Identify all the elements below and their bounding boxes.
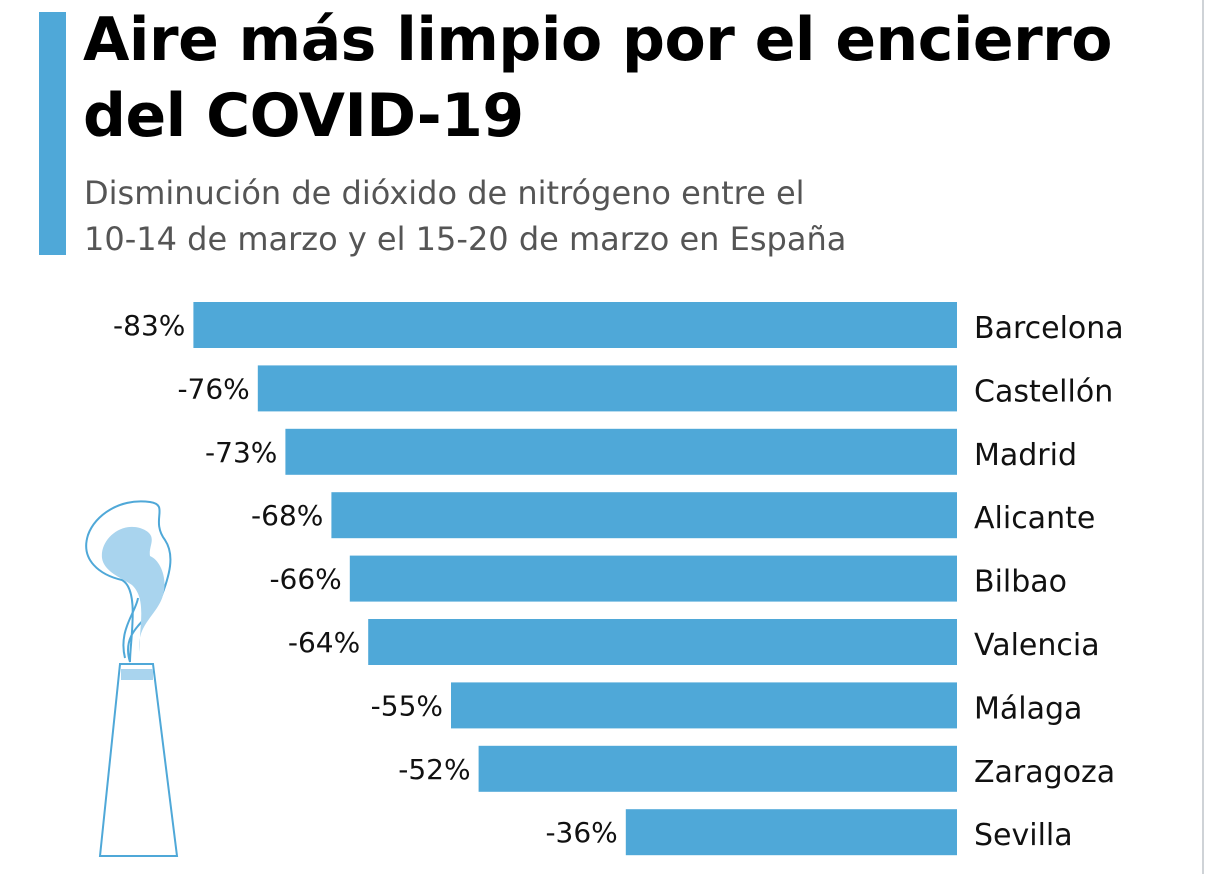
category-label: Barcelona	[974, 311, 1124, 346]
bar-málaga	[451, 682, 957, 729]
value-label: -52%	[398, 753, 470, 786]
value-label: -83%	[113, 309, 185, 342]
subtitle-line-1: Disminución de dióxido de nitrógeno entr…	[84, 174, 805, 212]
bar-barcelona	[193, 302, 957, 348]
title-line-1: Aire más limpio por el encierro	[83, 5, 1113, 75]
value-label: -55%	[371, 689, 443, 722]
factory-chimney-smoke-icon	[85, 500, 179, 857]
category-label: Zaragoza	[974, 755, 1115, 790]
value-label: -36%	[545, 816, 617, 849]
title-accent-bar	[39, 12, 66, 255]
bar-chart: -83% Barcelona -76% Castellón -73% Madrid -68%…	[85, 302, 1124, 857]
bar-alicante	[331, 492, 957, 539]
category-label: Valencia	[974, 628, 1100, 663]
page-edge	[1165, 0, 1211, 874]
category-label: Alicante	[974, 501, 1095, 536]
bar-castellón	[257, 365, 957, 412]
bar-zaragoza	[478, 745, 957, 792]
chart-title: Aire más limpio por el encierro del COVI…	[83, 2, 1173, 154]
category-label: Sevilla	[974, 818, 1073, 853]
value-label: -64%	[288, 626, 360, 659]
value-label: -76%	[177, 372, 249, 405]
subtitle-line-2: 10-14 de marzo y el 15-20 de marzo en Es…	[84, 220, 847, 258]
bars-group: -83% Barcelona -76% Castellón -73% Madrid -68%…	[113, 302, 1124, 856]
title-line-2: del COVID-19	[83, 81, 524, 151]
category-label: Madrid	[974, 438, 1077, 473]
value-label: -68%	[251, 499, 323, 532]
category-label: Málaga	[974, 691, 1082, 726]
category-label: Bilbao	[974, 565, 1067, 600]
bar-valencia	[368, 619, 957, 665]
chart-subtitle: Disminución de dióxido de nitrógeno entr…	[84, 170, 1084, 262]
category-label: Castellón	[974, 374, 1113, 409]
bar-bilbao	[349, 555, 957, 602]
bar-madrid	[285, 428, 957, 475]
value-label: -73%	[205, 436, 277, 469]
bar-sevilla	[625, 809, 957, 856]
value-label: -66%	[269, 563, 341, 596]
